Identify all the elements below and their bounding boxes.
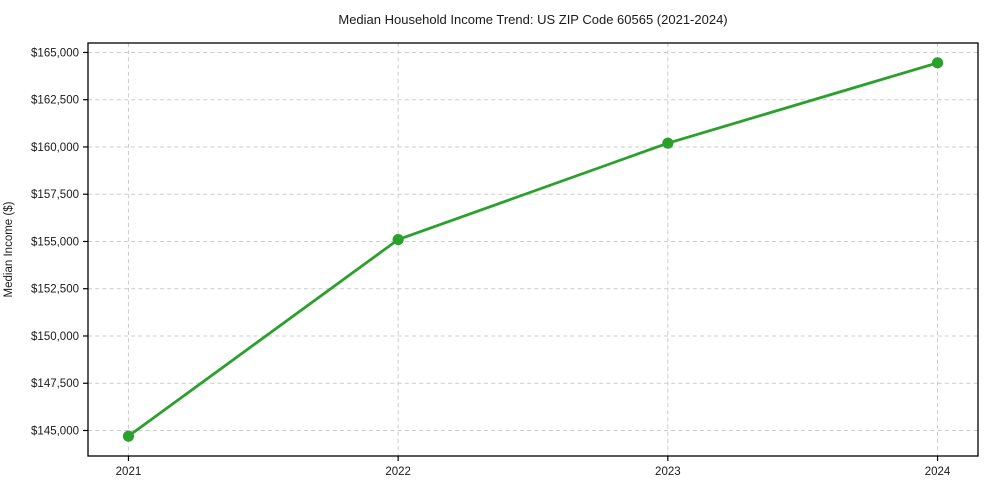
y-axis-label: Median Income ($): [3, 201, 15, 297]
y-tick-label: $162,500: [31, 95, 79, 107]
x-tick-label: 2023: [655, 466, 681, 478]
x-tick-label: 2024: [925, 466, 951, 478]
x-tick-labels: 2021 2022 2023 2024: [116, 466, 951, 478]
y-tick-labels: $145,000 $147,500 $150,000 $152,500 $155,000…: [31, 47, 79, 437]
y-tick-label: $145,000: [31, 425, 79, 437]
y-tick-label: $152,500: [31, 284, 79, 296]
data-point-2021: [122, 430, 135, 442]
y-tick-label: $160,000: [31, 142, 79, 154]
gridlines: [88, 43, 978, 456]
data-point-2022: [392, 233, 404, 246]
y-tick-label: $157,500: [31, 189, 79, 201]
chart-title: Median Household Income Trend: US ZIP Co…: [338, 12, 727, 27]
data-points: [122, 57, 944, 442]
y-tick-label: $165,000: [31, 47, 79, 59]
y-tick-label: $147,500: [31, 378, 79, 390]
y-tick-label: $155,000: [31, 236, 79, 248]
x-tick-label: 2022: [385, 466, 411, 478]
axis-ticks: [83, 51, 939, 461]
trend-line: [127, 61, 939, 438]
data-point-2024: [931, 57, 944, 69]
plot-border: [87, 42, 979, 457]
x-tick-label: 2021: [116, 466, 142, 478]
y-tick-label: $150,000: [31, 331, 79, 343]
data-point-2023: [662, 137, 674, 149]
